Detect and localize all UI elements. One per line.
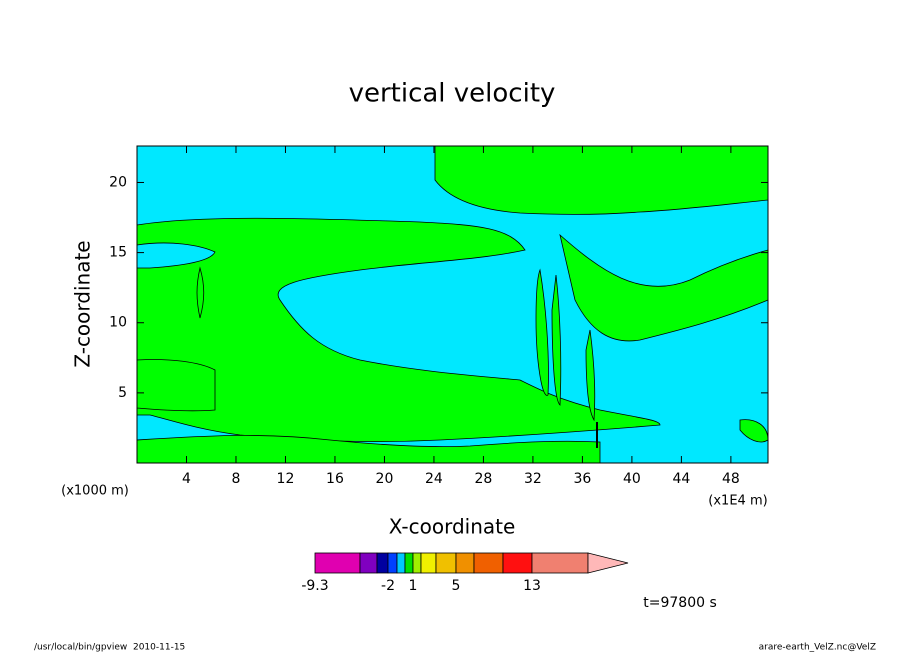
y-tick-label: 15 <box>109 245 127 261</box>
colorbar-segment <box>396 552 406 574</box>
colorbar-segment <box>412 552 422 574</box>
colorbar-segment <box>435 552 457 574</box>
contour-region <box>196 266 205 319</box>
colorbar-label: -9.3 <box>301 578 328 594</box>
colorbar-segment <box>502 552 533 574</box>
contour-region <box>434 145 769 215</box>
colorbar-segment <box>314 552 361 574</box>
y-axis-label: Z-coordinate <box>71 240 95 367</box>
y-unit: (x1000 m) <box>61 484 129 499</box>
x-tick-label: 20 <box>376 471 394 487</box>
y-tick-label: 20 <box>109 174 127 190</box>
contour-region <box>551 274 562 406</box>
x-tick-label: 48 <box>722 471 740 487</box>
colorbar-label: 1 <box>409 578 418 594</box>
x-tick-label: 4 <box>182 471 191 487</box>
colorbar-extension <box>587 552 629 574</box>
colorbar-segment <box>473 552 504 574</box>
contour-region <box>535 268 549 396</box>
time-label: t=97800 s <box>643 595 717 611</box>
x-tick-label: 24 <box>425 471 443 487</box>
colorbar-label: -2 <box>381 578 395 594</box>
contour-region <box>136 217 661 443</box>
x-tick-label: 16 <box>326 471 344 487</box>
x-tick-label: 36 <box>573 471 591 487</box>
contour-region <box>136 242 216 269</box>
x-unit: (x1E4 m) <box>708 494 767 509</box>
footer-left: /usr/local/bin/gpview 2010-11-15 <box>34 643 185 653</box>
colorbar-segment <box>531 552 589 574</box>
contour-field <box>136 145 769 464</box>
contour-region <box>136 359 216 412</box>
colorbar-segment <box>420 552 437 574</box>
colorbar-label: 13 <box>523 578 541 594</box>
contour-region <box>136 434 601 464</box>
x-tick-label: 12 <box>277 471 295 487</box>
plot-frame <box>136 145 769 464</box>
y-tick-label: 5 <box>118 385 127 401</box>
colorbar-label: 5 <box>452 578 461 594</box>
y-tick-label: 10 <box>109 315 127 331</box>
x-tick-label: 28 <box>475 471 493 487</box>
colorbar-segment <box>404 552 414 574</box>
x-tick-label: 44 <box>672 471 690 487</box>
x-tick-label: 32 <box>524 471 542 487</box>
x-tick-label: 40 <box>623 471 641 487</box>
colorbar-segment <box>376 552 389 574</box>
footer-right: arare-earth_VelZ.nc@VelZ <box>759 643 876 653</box>
colorbar-segment <box>387 552 398 574</box>
x-axis-label: X-coordinate <box>389 515 516 539</box>
colorbar-segment <box>455 552 475 574</box>
contour-region <box>585 329 596 422</box>
x-tick-label: 8 <box>232 471 241 487</box>
colorbar-segment <box>359 552 378 574</box>
chart-title: vertical velocity <box>349 79 556 109</box>
